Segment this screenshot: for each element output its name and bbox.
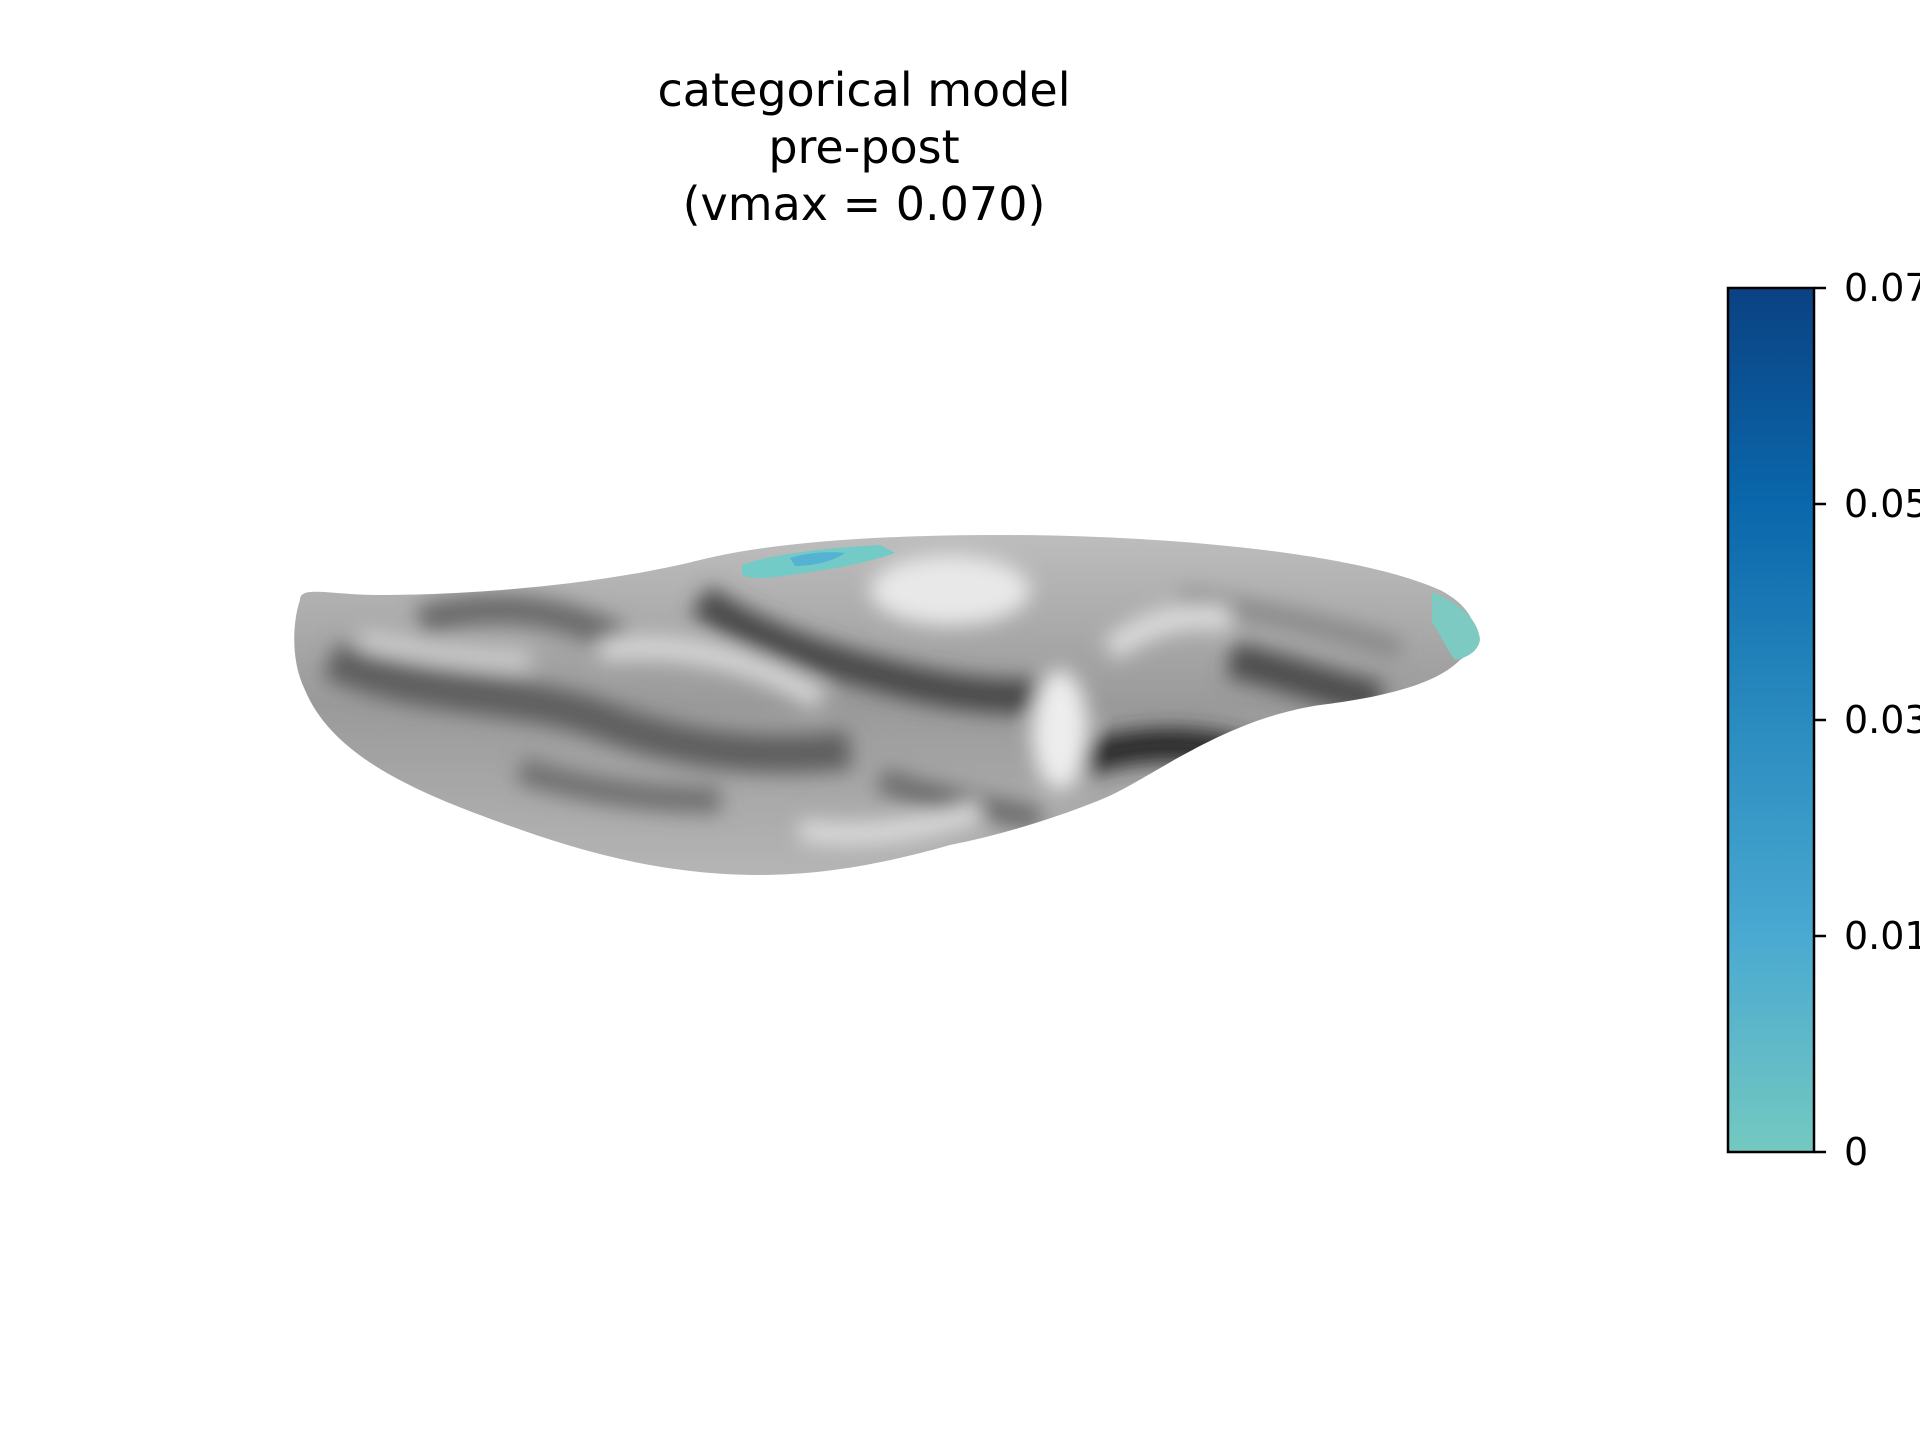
colorbar-gradient bbox=[1726, 286, 1816, 1154]
title-line-2: pre-post bbox=[768, 120, 960, 174]
title-line-3: (vmax = 0.070) bbox=[682, 177, 1046, 231]
colorbar-tick-label: 0.03 bbox=[1844, 698, 1920, 742]
colorbar bbox=[1726, 286, 1826, 1154]
colorbar-tick-label: 0.05 bbox=[1844, 482, 1920, 526]
activation-patch-pole bbox=[1432, 592, 1480, 660]
cortical-surface bbox=[294, 535, 1476, 875]
activation-patch-peak bbox=[790, 552, 845, 566]
figure-title: categorical model pre-post (vmax = 0.070… bbox=[520, 62, 1208, 233]
colorbar-tick-label: 0.07 bbox=[1844, 266, 1920, 310]
colorbar-tick-label: 0.01 bbox=[1844, 914, 1920, 958]
title-line-1: categorical model bbox=[657, 63, 1071, 117]
colorbar-tick-label: 0 bbox=[1844, 1130, 1869, 1174]
